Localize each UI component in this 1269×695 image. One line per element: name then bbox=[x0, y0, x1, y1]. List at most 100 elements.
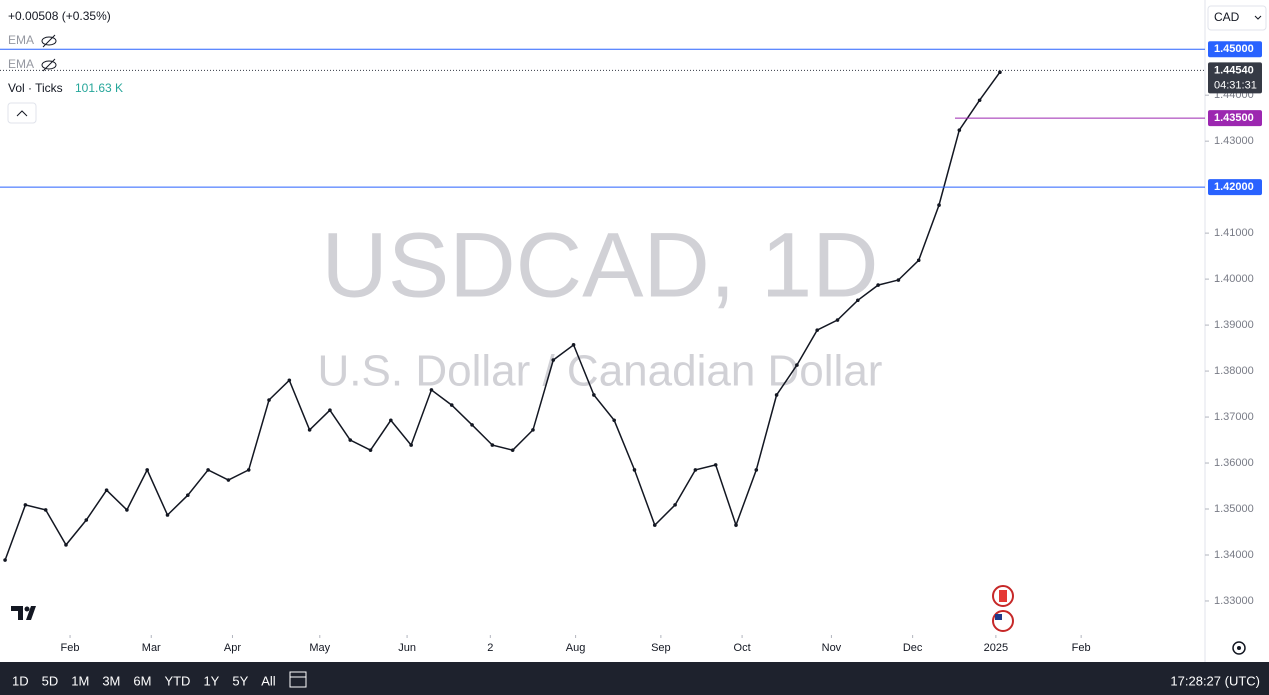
price-point bbox=[23, 503, 28, 507]
tradingview-logo bbox=[11, 606, 36, 620]
y-tick-label: 1.40000 bbox=[1214, 273, 1254, 285]
clock: 17:28:27 (UTC) bbox=[1170, 673, 1260, 688]
collapse-button[interactable] bbox=[7, 102, 37, 124]
price-line bbox=[4, 71, 1001, 561]
price-point bbox=[774, 393, 779, 397]
price-point bbox=[856, 298, 860, 303]
hidden-icon[interactable] bbox=[41, 58, 57, 72]
indicator-name[interactable]: EMA bbox=[8, 33, 34, 47]
x-tick-label: Feb bbox=[61, 642, 80, 654]
price-point bbox=[246, 468, 251, 472]
price-point bbox=[713, 463, 718, 467]
range-button[interactable]: All bbox=[261, 673, 276, 688]
x-tick-label: Oct bbox=[734, 642, 751, 654]
price-point bbox=[409, 443, 413, 447]
date-range-icon[interactable] bbox=[289, 671, 307, 688]
price-point bbox=[104, 488, 109, 492]
price-point bbox=[795, 363, 799, 367]
countdown: 04:31:31 bbox=[1214, 79, 1257, 91]
x-tick-label: Sep bbox=[651, 642, 671, 654]
x-tick-label: 2 bbox=[487, 642, 493, 654]
currency: CAD bbox=[1214, 10, 1240, 24]
x-tick-label: Apr bbox=[224, 642, 241, 654]
price-point bbox=[165, 513, 170, 517]
hidden-icon[interactable] bbox=[41, 34, 57, 48]
range-button[interactable]: 5Y bbox=[232, 673, 248, 688]
range-button[interactable]: 3M bbox=[102, 673, 120, 688]
price-point bbox=[998, 70, 1002, 74]
price-point bbox=[510, 448, 515, 452]
price-point bbox=[937, 203, 941, 207]
price-point bbox=[145, 468, 149, 472]
y-tick-label: 1.38000 bbox=[1214, 365, 1254, 377]
range-button[interactable]: 5D bbox=[42, 673, 59, 688]
y-tick-label: 1.34000 bbox=[1214, 549, 1254, 561]
price-point bbox=[206, 468, 210, 472]
y-tick-label: 1.33000 bbox=[1214, 595, 1254, 607]
x-tick-label: Aug bbox=[566, 642, 586, 654]
price-point bbox=[389, 418, 393, 423]
x-tick-label: Feb bbox=[1072, 642, 1091, 654]
price-point bbox=[673, 503, 677, 507]
y-tick-label: 1.41000 bbox=[1214, 227, 1254, 239]
y-tick-label: 1.37000 bbox=[1214, 411, 1254, 423]
price-point bbox=[449, 403, 454, 407]
range-button[interactable]: 1D bbox=[12, 673, 29, 688]
x-tick-label: Jun bbox=[398, 642, 416, 654]
price-point bbox=[531, 428, 535, 432]
level-label-box bbox=[1208, 110, 1262, 127]
price-point bbox=[632, 468, 637, 472]
level-label-box bbox=[1208, 179, 1262, 196]
price-point bbox=[815, 328, 820, 332]
price-point bbox=[592, 393, 596, 397]
price-point bbox=[693, 468, 698, 472]
price-point bbox=[977, 98, 982, 103]
price-point bbox=[652, 523, 657, 527]
price-point bbox=[267, 398, 271, 402]
volume-value: 101.63 K bbox=[75, 81, 123, 95]
currency-button[interactable]: CAD bbox=[1207, 5, 1267, 31]
price-point bbox=[43, 508, 48, 512]
range-button[interactable]: 1M bbox=[71, 673, 89, 688]
price-point bbox=[734, 523, 738, 527]
range-button[interactable]: YTD bbox=[164, 673, 190, 688]
price-point bbox=[876, 283, 880, 287]
bottom-toolbar bbox=[0, 662, 1269, 695]
price-point bbox=[186, 493, 190, 498]
x-tick-label: Nov bbox=[822, 642, 842, 654]
y-tick-label: 1.36000 bbox=[1214, 457, 1254, 469]
indicator-name[interactable]: EMA bbox=[8, 57, 34, 71]
price-point bbox=[916, 258, 921, 263]
price-point bbox=[957, 128, 962, 132]
level-label: 1.43500 bbox=[1214, 112, 1254, 124]
price-point bbox=[754, 468, 759, 472]
currency-flags bbox=[992, 585, 1014, 632]
watermark-symbol: USDCAD, 1D bbox=[321, 214, 878, 316]
last-price-label: 1.44540 bbox=[1214, 64, 1254, 76]
y-tick-label: 1.43000 bbox=[1214, 135, 1254, 147]
x-tick-label: Mar bbox=[142, 642, 161, 654]
volume-name: Vol · Ticks bbox=[8, 81, 63, 95]
price-point bbox=[551, 358, 556, 362]
settings-icon[interactable] bbox=[1232, 641, 1246, 655]
price-point bbox=[490, 443, 495, 447]
range-button[interactable]: 1Y bbox=[203, 673, 219, 688]
watermark-description: U.S. Dollar / Canadian Dollar bbox=[318, 347, 883, 396]
price-point bbox=[64, 543, 68, 547]
y-tick-label: 1.39000 bbox=[1214, 319, 1254, 331]
price-point bbox=[226, 478, 231, 482]
price-point bbox=[368, 448, 373, 452]
y-tick-label: 1.35000 bbox=[1214, 503, 1254, 515]
level-label-box bbox=[1208, 41, 1262, 58]
price-point bbox=[835, 318, 840, 322]
price-point bbox=[3, 558, 7, 562]
price-point bbox=[612, 418, 616, 423]
price-point bbox=[125, 508, 129, 512]
x-tick-label: 2025 bbox=[984, 642, 1008, 654]
price-point bbox=[470, 423, 474, 427]
level-label: 1.45000 bbox=[1214, 43, 1254, 55]
price-point bbox=[287, 378, 292, 383]
range-button[interactable]: 6M bbox=[133, 673, 151, 688]
